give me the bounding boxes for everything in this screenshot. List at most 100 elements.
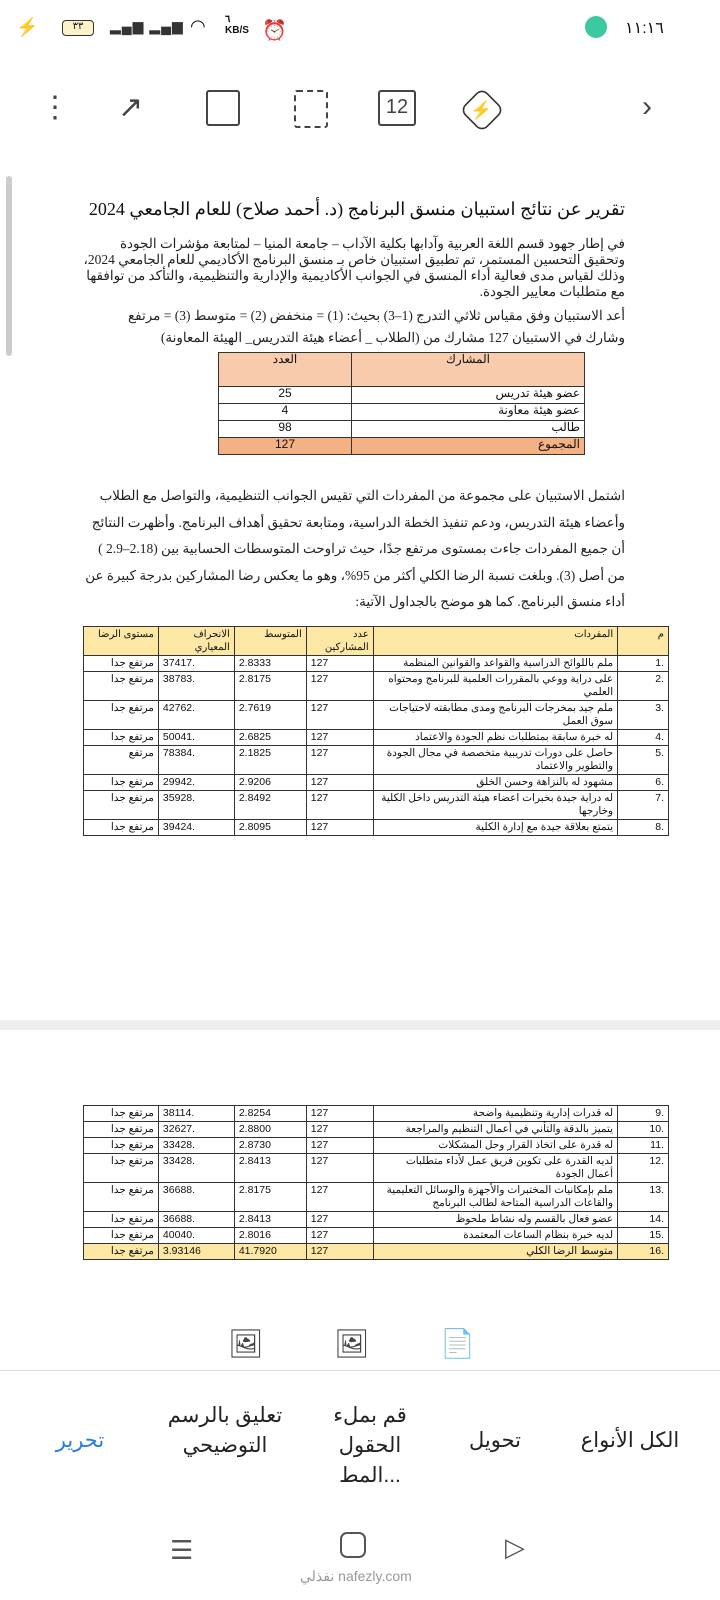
cell-count: 127: [305, 789, 374, 820]
add-image-icon[interactable]: 🖼: [334, 1328, 370, 1359]
document-page-1: تقرير عن نتائج استبيان منسق البرنامج (د.…: [0, 158, 720, 1020]
results-table-part-2: 9. له قدرات إدارية وتنظيمية واضحة 127 2.825…: [83, 1105, 669, 1260]
chevron-right-icon[interactable]: ›: [642, 90, 652, 123]
cell-std: .38783: [157, 670, 235, 701]
table-row: عضو هيئة معاونة 4: [218, 403, 585, 421]
summary-paragraph: اشتمل الاستبيان على مجموعة من المفردات ا…: [85, 488, 625, 609]
cell-num: 15.: [617, 1227, 669, 1244]
cell-item: له دراية جيدة بخبرات اعضاء هيئة التدريس …: [372, 789, 619, 820]
charging-icon: ⚡: [16, 17, 39, 37]
cell-level: مرتفع جدا: [83, 1105, 159, 1122]
table-row: 7. له دراية جيدة بخبرات اعضاء هيئة التدري…: [83, 789, 669, 820]
cell-num: 3.: [617, 699, 669, 730]
cell-mean: 2.8800: [233, 1121, 307, 1138]
cell-item: له خبرة سابقة بمتطلبات نظم الجودة والاعت…: [372, 728, 619, 746]
table-header-row: م المفردات عدد المشاركين المتوسط الانحراف ال…: [83, 625, 669, 656]
table-row: 15. لديه خبرة بنظام الساعات المعتمدة 127 2.…: [83, 1227, 669, 1244]
scrollbar[interactable]: [6, 176, 12, 356]
cell-count: 127: [305, 654, 374, 672]
cell-num: 16.: [617, 1243, 669, 1260]
table-row: 9. له قدرات إدارية وتنظيمية واضحة 127 2.825…: [83, 1105, 669, 1122]
add-pdf-icon[interactable]: 📄: [440, 1328, 475, 1359]
page-number-button[interactable]: 12: [378, 90, 416, 126]
cell-std: الانحراف المعياري: [157, 625, 235, 656]
cell: عضو هيئة معاونة: [351, 403, 585, 421]
cell-level: مرتفع جدا: [83, 1182, 159, 1212]
cell-count: 127: [305, 1243, 374, 1260]
cell-level: مستوى الرضا: [83, 625, 159, 656]
cell-num: 10.: [617, 1121, 669, 1138]
cell: 25: [218, 386, 352, 404]
cell-item: متوسط الرضا الكلي: [372, 1243, 619, 1260]
cell-std: .40040: [157, 1227, 235, 1244]
table-row: 8. يتمتع بعلاقة جيدة مع إدارة الكلية 127 2.…: [83, 818, 669, 836]
cell-level: مرتفع جدا: [83, 1227, 159, 1244]
cell-std: .33428: [157, 1137, 235, 1154]
cell-num: م: [617, 625, 669, 656]
cell-num: 7.: [617, 789, 669, 820]
cell-level: مرتفع جدا: [83, 654, 159, 672]
bottom-actions: تحرير تعليق بالرسم التوضيحي قم بملء الحق…: [0, 1370, 720, 1510]
fill-fields-tab[interactable]: قم بملء الحقول المط...: [333, 1404, 407, 1487]
more-icon[interactable]: ⋮: [40, 91, 70, 124]
cell-num: 4.: [617, 728, 669, 746]
cell-num: 9.: [617, 1105, 669, 1122]
cell-std: .37417: [157, 654, 235, 672]
cell-num: 14.: [617, 1211, 669, 1228]
cell-num: 6.: [617, 773, 669, 791]
cell-num: 8.: [617, 818, 669, 836]
menu-icon[interactable]: ☰: [170, 1535, 194, 1565]
home-icon[interactable]: [340, 1532, 366, 1558]
signal-icon: ▂▄▆ ▂▄▆: [110, 18, 184, 34]
cell-item: يتمتع بعلاقة جيدة مع إدارة الكلية: [372, 818, 619, 836]
cell-level: مرتفع: [83, 744, 159, 775]
cell-item: له قدرة على اتخاذ القرار وحل المشكلات: [372, 1137, 619, 1154]
cell-count: 127: [305, 1211, 374, 1228]
cell-count: 127: [305, 773, 374, 791]
cell: المجموع: [351, 437, 585, 455]
quick-action-icon[interactable]: ⚡: [459, 87, 505, 133]
cell-level: مرتفع جدا: [83, 1121, 159, 1138]
cell-count: 127: [305, 1105, 374, 1122]
cell-std: .33428: [157, 1153, 235, 1183]
table-row: 4. له خبرة سابقة بمتطلبات نظم الجودة والا…: [83, 728, 669, 746]
cell: 4: [218, 403, 352, 421]
app-notification-icon: [585, 16, 607, 38]
cell-mean: 2.8095: [233, 818, 307, 836]
cell-item: له قدرات إدارية وتنظيمية واضحة: [372, 1105, 619, 1122]
image-edit-icon[interactable]: 🖼: [228, 1328, 264, 1359]
cell-level: مرتفع جدا: [83, 1153, 159, 1183]
fullscreen-icon[interactable]: [294, 90, 328, 128]
status-bar: ١١:١٦ ⏰ ٦ KB/S ◠ ▂▄▆ ▂▄▆ ٣٣ ⚡: [0, 0, 720, 60]
annotate-tab[interactable]: تعليق بالرسم التوضيحي: [167, 1404, 283, 1457]
all-types-tab[interactable]: الكل الأنواع: [580, 1429, 680, 1452]
clock: ١١:١٦: [625, 20, 664, 37]
edit-tab[interactable]: تحرير: [55, 1429, 105, 1452]
cell-count: 127: [305, 1227, 374, 1244]
convert-tab[interactable]: تحويل: [469, 1429, 521, 1452]
back-icon[interactable]: ▷: [505, 1532, 525, 1562]
cell-item: المفردات: [372, 625, 619, 656]
cell-mean: 41.7920: [233, 1243, 307, 1260]
cell-mean: 2.8492: [233, 789, 307, 820]
participants-line: وشارك في الاستبيان 127 مشارك من (الطلاب …: [160, 330, 625, 345]
cell-mean: 2.8016: [233, 1227, 307, 1244]
doc-title: تقرير عن نتائج استبيان منسق البرنامج (د.…: [88, 199, 625, 219]
battery-icon: ٣٣: [62, 20, 94, 36]
cell-level: مرتفع جدا: [83, 818, 159, 836]
cell-level: مرتفع جدا: [83, 728, 159, 746]
share-icon[interactable]: ↗: [118, 91, 144, 124]
table-row: 11. له قدرة على اتخاذ القرار وحل المشكلات…: [83, 1137, 669, 1154]
cell: عضو هيئة تدريس: [351, 386, 585, 404]
cell-std: .32627: [157, 1121, 235, 1138]
total-row: المجموع 127: [218, 437, 585, 455]
cell-mean: 2.7619: [233, 699, 307, 730]
page-view-icon[interactable]: [206, 90, 240, 126]
cell-level: مرتفع جدا: [83, 670, 159, 701]
cell-count: 127: [305, 744, 374, 775]
results-table-part-1: م المفردات عدد المشاركين المتوسط الانحراف ال…: [83, 625, 669, 836]
cell-item: على دراية ووعي بالمقررات العلمية للبرنام…: [372, 670, 619, 701]
cell-level: مرتفع جدا: [83, 773, 159, 791]
header-participant: المشارك: [351, 352, 585, 387]
cell-std: .38114: [157, 1105, 235, 1122]
